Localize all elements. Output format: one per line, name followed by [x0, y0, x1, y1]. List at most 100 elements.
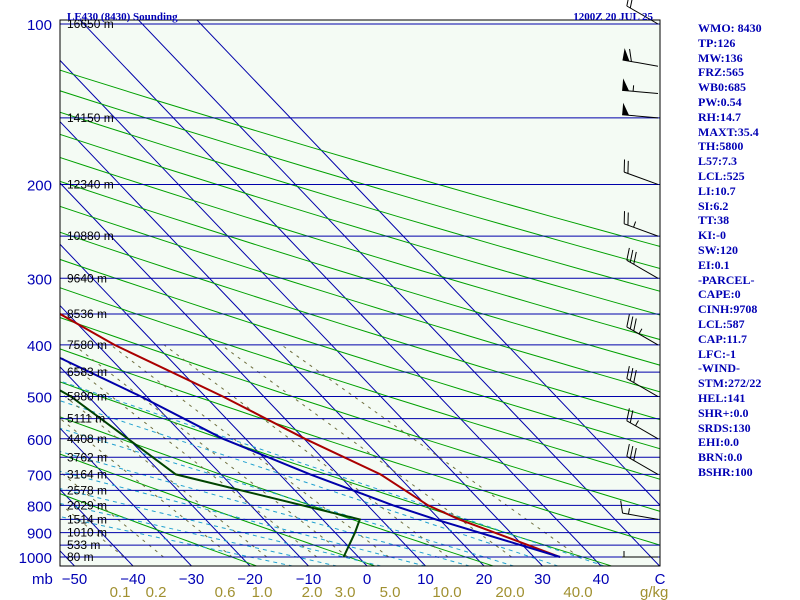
- wind-barb-full: [629, 249, 634, 263]
- mixing-ratio-tick-label: 10.0: [432, 584, 461, 600]
- index-item: SI:6.2: [698, 198, 729, 213]
- isotherm: [79, 20, 602, 566]
- chart-timestamp: 1200Z 20 JUL 25: [573, 11, 653, 23]
- mixing-ratio-tick-label: 5.0: [380, 584, 401, 600]
- height-label: 2029 m: [67, 498, 107, 512]
- temperature-tick-label: −40: [120, 571, 145, 588]
- height-label: 5111 m: [67, 412, 105, 426]
- mixing-ratio-line: [73, 344, 349, 558]
- chart-title: LE430 (8430) Sounding: [67, 11, 178, 23]
- wind-barb: [626, 247, 659, 279]
- height-label: 8536 m: [67, 307, 107, 321]
- index-item: WB0:685: [698, 80, 746, 95]
- mixing-ratio-tick-label: 0.6: [215, 584, 236, 600]
- background-lines: [0, 12, 660, 566]
- index-item: SRDS:130: [698, 420, 751, 435]
- index-item: LFC:-1: [698, 346, 736, 361]
- wind-barb-staff: [626, 5, 659, 25]
- dry-adiabat: [60, 348, 660, 546]
- isobars: [60, 23, 660, 558]
- index-item: PW:0.54: [698, 94, 742, 109]
- height-label: 80 m: [67, 550, 94, 564]
- wind-barb-full: [629, 410, 634, 423]
- index-item: LCL:587: [698, 316, 745, 331]
- index-item: TH:5800: [698, 139, 744, 154]
- wind-barb-flag: [622, 102, 630, 116]
- height-label: 1010 m: [67, 526, 107, 540]
- mixing-ratio-tick-label: 2.0: [302, 584, 323, 600]
- temperature-tick-label: 20: [476, 571, 493, 588]
- temperature-tick-label: −20: [237, 571, 262, 588]
- mixing-ratio-tick-label: 3.0: [335, 584, 356, 600]
- index-item: CINH:9708: [698, 302, 758, 317]
- index-item: LI:10.7: [698, 183, 736, 198]
- index-item: CAP:11.7: [698, 331, 747, 346]
- isotherm: [60, 120, 485, 566]
- pressure-tick-label: 300: [27, 271, 52, 288]
- dry-adiabat: [60, 90, 660, 270]
- index-item: LCL:525: [698, 168, 745, 183]
- isotherm: [60, 366, 251, 566]
- index-item: RH:14.7: [698, 109, 741, 124]
- wind-barb-full: [626, 0, 629, 7]
- mixing-ratio-line: [60, 391, 268, 558]
- wind-barb-full: [633, 251, 637, 265]
- wind-barb: [622, 48, 659, 67]
- wind-barb-full: [626, 314, 630, 327]
- wind-barb-full: [629, 48, 632, 62]
- wind-barb-staff: [626, 420, 659, 440]
- wind-barb-full: [626, 247, 630, 261]
- dewpoint-line: [60, 389, 362, 558]
- mixing-ratio-line: [281, 344, 580, 558]
- index-item: SW:120: [698, 242, 739, 257]
- wind-barb: [626, 314, 659, 346]
- height-label: 12340 m: [67, 177, 114, 191]
- pressure-axis-label: mb: [32, 571, 53, 588]
- mixing-ratio-line: [163, 344, 449, 558]
- isotherm: [137, 20, 660, 566]
- dry-adiabat: [60, 180, 660, 366]
- wind-barb-full: [633, 447, 637, 461]
- dry-adiabat: [60, 205, 660, 393]
- wind-barb-full: [626, 366, 630, 379]
- wind-barb: [626, 366, 659, 397]
- wind-barb-half: [635, 420, 639, 427]
- parcel-line: [60, 356, 561, 558]
- index-item: -WIND-: [698, 361, 740, 376]
- index-item: SHR+:0.0: [698, 405, 749, 420]
- height-label: 5880 m: [67, 390, 107, 404]
- wind-barb-staff: [626, 378, 659, 397]
- mixing-ratio-line: [110, 344, 390, 558]
- isotherm: [0, 12, 16, 566]
- profile-lines: [60, 312, 561, 558]
- index-item: KI:-0: [698, 228, 726, 243]
- wind-barb-full: [633, 318, 637, 331]
- index-item: EHI:0.0: [698, 435, 740, 450]
- index-item: BRN:0.0: [698, 450, 743, 465]
- wind-barb: [622, 102, 659, 119]
- wind-barb-staff: [624, 171, 659, 185]
- height-label: 1514 m: [67, 512, 107, 526]
- dry-adiabat: [60, 258, 660, 450]
- height-label: 10880 m: [67, 229, 114, 243]
- isotherm: [60, 182, 426, 566]
- mixing-ratio-line: [60, 417, 233, 558]
- dry-adiabat: [60, 69, 660, 247]
- wind-barb-full: [629, 0, 633, 9]
- dry-adiabat: [60, 287, 660, 480]
- temperature-tick-label: 0: [363, 571, 371, 588]
- wind-barb: [626, 0, 659, 25]
- height-label: 14150 m: [67, 111, 114, 125]
- dry-adiabat: [60, 453, 376, 566]
- dry-adiabat: [60, 317, 660, 512]
- wind-barb-flag: [622, 48, 630, 62]
- pressure-tick-label: 800: [27, 498, 52, 515]
- height-label: 6583 m: [67, 365, 107, 379]
- wind-barb-staff: [624, 223, 659, 237]
- pressure-tick-label: 700: [27, 467, 52, 484]
- index-item: -PARCEL-: [698, 272, 755, 287]
- height-label: 3762 m: [67, 450, 107, 464]
- index-item: CAPE:0: [698, 287, 741, 302]
- stability-indices-panel: WMO: 8430 TP:126 MW:136 FRZ:565 WB0:685 PW:0.…: [698, 21, 798, 480]
- pressure-tick-label: 100: [27, 17, 52, 34]
